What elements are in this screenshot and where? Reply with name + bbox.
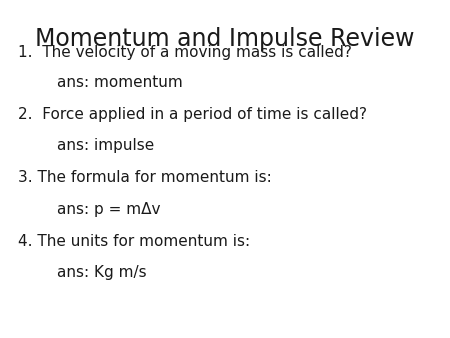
Text: 1.  The velocity of a moving mass is called?: 1. The velocity of a moving mass is call… bbox=[18, 45, 352, 60]
Text: Momentum and Impulse Review: Momentum and Impulse Review bbox=[35, 27, 415, 51]
Text: ans: p = mΔv: ans: p = mΔv bbox=[18, 202, 161, 217]
Text: 4. The units for momentum is:: 4. The units for momentum is: bbox=[18, 234, 250, 249]
Text: ans: impulse: ans: impulse bbox=[18, 138, 154, 153]
Text: ans: momentum: ans: momentum bbox=[18, 75, 183, 90]
Text: 2.  Force applied in a period of time is called?: 2. Force applied in a period of time is … bbox=[18, 107, 367, 122]
Text: ans: Kg m/s: ans: Kg m/s bbox=[18, 265, 147, 280]
Text: 3. The formula for momentum is:: 3. The formula for momentum is: bbox=[18, 170, 272, 185]
